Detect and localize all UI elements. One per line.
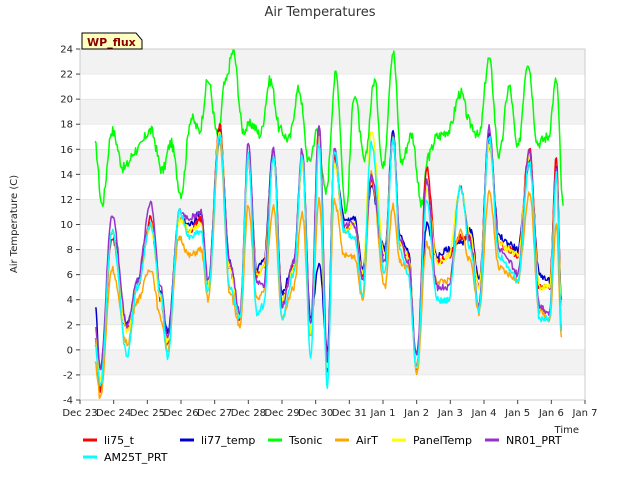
y-tick-label: -4 [63,396,73,407]
x-tick-label: Dec 29 [264,408,299,419]
x-tick-label: Dec 25 [130,408,165,419]
y-tick-label: 16 [60,145,73,156]
legend-label: li75_t [104,434,135,447]
legend-item-nr01-prt: NR01_PRT [485,434,562,447]
x-tick-label: Jan 1 [370,408,396,419]
x-tick-label: Jan 7 [572,408,598,419]
y-tick-label: 8 [67,245,73,256]
grid-band [80,299,585,325]
legend-item-paneltemp: PanelTemp [392,434,472,447]
badge-label: WP_flux [87,36,136,49]
y-tick-label: 10 [60,220,73,231]
series-line-am25t-prt [94,132,563,390]
legend-item-am25t-prt: AM25T_PRT [83,451,168,464]
legend-item-li77-temp: li77_temp [180,434,255,447]
grid-band [80,249,585,275]
x-tick-label: Jan 5 [504,408,530,419]
x-tick-label: Jan 4 [471,408,497,419]
x-tick-label: Dec 27 [197,408,232,419]
legend-label: PanelTemp [413,434,472,447]
x-axis-label: Time [554,425,579,436]
y-tick-label: 12 [60,195,73,206]
y-tick-label: 0 [67,345,73,356]
x-tick-label: Jan 2 [403,408,429,419]
x-tick-label: Dec 28 [231,408,266,419]
badge-box [81,32,143,50]
y-tick-label: 2 [67,320,73,331]
grid-band [80,374,585,400]
x-tick-label: Dec 26 [163,408,198,419]
legend-item-airt: AirT [335,434,378,447]
grid-band [80,274,585,300]
x-tick-label: Jan 3 [437,408,463,419]
y-tick-label: 6 [67,270,73,281]
y-tick-label: 20 [60,95,73,106]
legend-label: Tsonic [288,434,322,447]
legend-item-li75-t: li75_t [83,434,135,447]
y-axis-label: Air Temperature (C) [9,175,20,273]
badge: WP_flux [81,32,143,50]
series-line-tsonic [94,48,564,215]
series-layer [94,48,564,400]
legend-label: li77_temp [201,434,255,447]
y-tick-label: 24 [60,45,73,56]
grid-band [80,324,585,350]
chart-title: Air Temperatures [264,5,375,20]
x-tick-label: Jan 6 [538,408,564,419]
grid-band [80,49,585,75]
x-tick-label: Dec 30 [298,408,333,419]
legend-item-tsonic: Tsonic [268,434,322,447]
legend-label: AM25T_PRT [104,451,168,464]
x-tick-label: Dec 24 [96,408,131,419]
y-tick-label: 18 [60,120,73,131]
x-tick-label: Dec 31 [332,408,367,419]
legend-label: NR01_PRT [506,434,562,447]
legend-label: AirT [356,434,378,447]
y-tick-label: 22 [60,70,73,81]
y-tick-label: 14 [60,170,73,181]
y-tick-label: -2 [63,370,73,381]
legend: li75_t li77_temp Tsonic AirT PanelTemp NR01_P… [83,434,562,464]
x-tick-label: Dec 23 [62,408,97,419]
grid-band [80,349,585,375]
y-tick-label: 4 [67,295,73,306]
